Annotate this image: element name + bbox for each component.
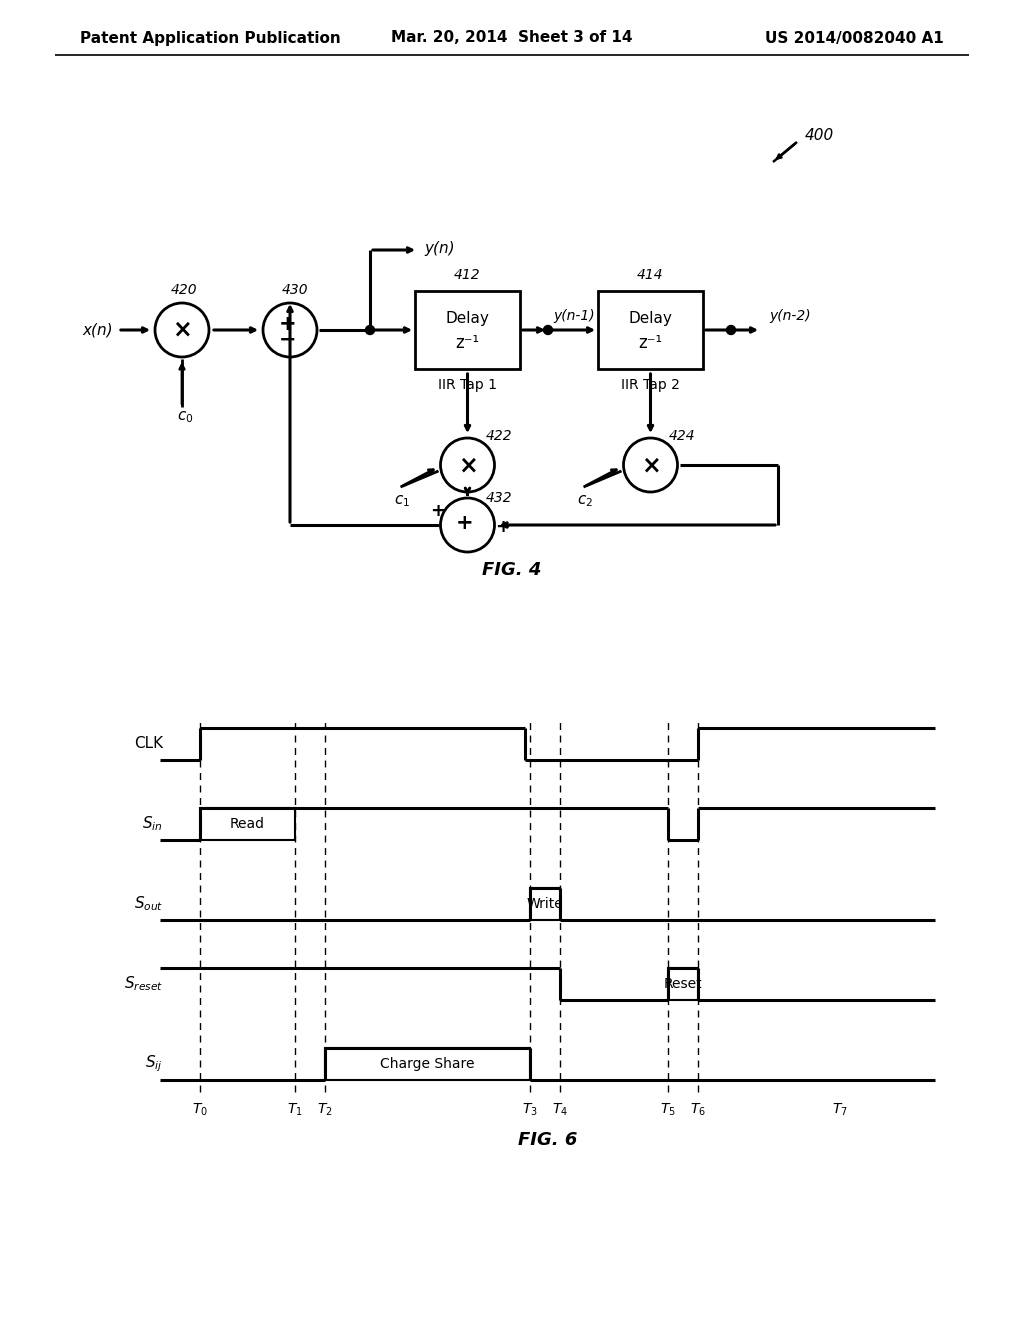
Text: $c_2$: $c_2$ — [578, 494, 594, 508]
Text: $c_1$: $c_1$ — [394, 494, 411, 508]
Text: $T_1$: $T_1$ — [287, 1102, 303, 1118]
Bar — [200, 808, 295, 840]
Text: y(n-1): y(n-1) — [553, 309, 595, 323]
Text: US 2014/0082040 A1: US 2014/0082040 A1 — [765, 30, 944, 45]
Text: +: + — [280, 314, 297, 334]
Text: $S_{ij}$: $S_{ij}$ — [145, 1053, 163, 1074]
Text: Delay: Delay — [445, 310, 489, 326]
Text: y(n-2): y(n-2) — [769, 309, 811, 323]
Text: $S_{in}$: $S_{in}$ — [142, 814, 163, 833]
Text: +: + — [430, 502, 445, 520]
Text: Write: Write — [526, 898, 563, 911]
Text: $T_0$: $T_0$ — [193, 1102, 208, 1118]
Text: +: + — [456, 513, 473, 533]
Circle shape — [544, 326, 553, 334]
Text: −: − — [280, 330, 297, 350]
Text: 422: 422 — [486, 429, 513, 444]
Text: $S_{out}$: $S_{out}$ — [133, 895, 163, 913]
Circle shape — [726, 326, 735, 334]
Text: 412: 412 — [455, 268, 481, 282]
Text: $T_2$: $T_2$ — [317, 1102, 333, 1118]
Text: x(n): x(n) — [82, 322, 113, 338]
Bar — [530, 888, 560, 920]
Text: 414: 414 — [637, 268, 664, 282]
Text: ×: × — [641, 453, 660, 477]
Text: Patent Application Publication: Patent Application Publication — [80, 30, 341, 45]
Text: 400: 400 — [805, 128, 835, 143]
Text: 424: 424 — [670, 429, 696, 444]
Text: IIR Tap 2: IIR Tap 2 — [622, 378, 680, 392]
Text: ×: × — [172, 318, 191, 342]
Text: 420: 420 — [171, 282, 198, 297]
Text: Read: Read — [230, 817, 265, 832]
Text: $T_3$: $T_3$ — [522, 1102, 538, 1118]
Text: $T_7$: $T_7$ — [833, 1102, 848, 1118]
Text: Delay: Delay — [629, 310, 673, 326]
Text: Reset: Reset — [664, 977, 702, 991]
Circle shape — [366, 326, 375, 334]
Text: y(n): y(n) — [424, 242, 455, 256]
Bar — [668, 968, 698, 1001]
Text: Mar. 20, 2014  Sheet 3 of 14: Mar. 20, 2014 Sheet 3 of 14 — [391, 30, 633, 45]
Text: 432: 432 — [486, 491, 513, 506]
Bar — [598, 290, 703, 370]
Text: $T_4$: $T_4$ — [552, 1102, 568, 1118]
Text: FIG. 6: FIG. 6 — [518, 1131, 578, 1148]
Text: CLK: CLK — [134, 737, 163, 751]
Text: 430: 430 — [282, 282, 308, 297]
Text: IIR Tap 1: IIR Tap 1 — [438, 378, 497, 392]
Text: FIG. 4: FIG. 4 — [482, 561, 542, 579]
Text: z⁻¹: z⁻¹ — [638, 334, 663, 352]
Text: Charge Share: Charge Share — [380, 1057, 475, 1071]
Text: $T_6$: $T_6$ — [690, 1102, 706, 1118]
Text: $S_{reset}$: $S_{reset}$ — [124, 974, 163, 994]
Bar — [415, 290, 520, 370]
Text: $T_5$: $T_5$ — [660, 1102, 676, 1118]
Text: ×: × — [458, 453, 477, 477]
Text: z⁻¹: z⁻¹ — [456, 334, 479, 352]
Text: +: + — [495, 517, 510, 536]
Bar — [325, 1048, 530, 1080]
Text: $c_0$: $c_0$ — [177, 409, 194, 425]
